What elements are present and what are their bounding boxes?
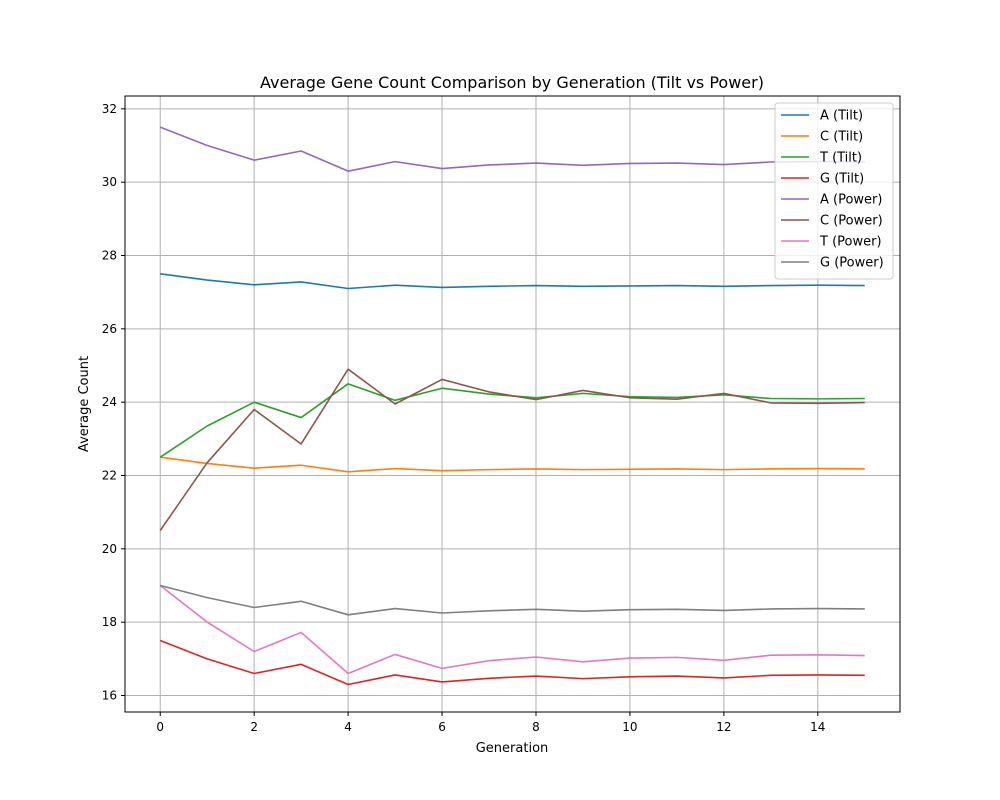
series-lines (159, 126, 865, 686)
chart-title: Average Gene Count Comparison by Generat… (260, 73, 764, 92)
y-tick-label: 24 (102, 395, 117, 409)
legend-label: A (Tilt) (820, 109, 863, 124)
x-tick-label: 6 (438, 720, 446, 734)
y-tick-label: 18 (102, 615, 117, 629)
series-line-c-power (159, 368, 865, 531)
x-tick-label: 10 (622, 720, 637, 734)
y-tick-label: 30 (102, 175, 117, 189)
legend-box (774, 102, 894, 280)
y-tick-label: 26 (102, 322, 117, 336)
x-tick-label: 0 (156, 720, 164, 734)
series-line-g-tilt (159, 639, 865, 686)
y-axis-label: Average Count (77, 356, 92, 452)
legend-label: T (Tilt) (819, 151, 862, 166)
y-tick-label: 22 (102, 469, 117, 483)
series-line-c-tilt (160, 456, 865, 473)
legend: A (Tilt) C (Tilt) T (Tilt) G (Tilt) A (Power… (774, 102, 894, 280)
legend-label: T (Power) (819, 235, 882, 250)
plot-area-frame (124, 95, 901, 713)
x-tick-label: 4 (344, 720, 352, 734)
x-tick-label: 12 (716, 720, 731, 734)
series-line-a-power (159, 126, 865, 172)
series-line-t-power (159, 584, 865, 675)
x-tick-label: 8 (532, 720, 540, 734)
x-tick-label: 2 (250, 720, 258, 734)
y-tick-label: 32 (102, 102, 117, 116)
series-line-g-power (160, 584, 865, 616)
legend-label: G (Tilt) (820, 172, 864, 187)
y-tick-label: 16 (102, 689, 117, 703)
legend-label: A (Power) (820, 193, 882, 208)
legend-label: C (Tilt) (820, 130, 863, 145)
legend-label: C (Power) (820, 214, 883, 229)
legend-label: G (Power) (820, 256, 884, 271)
series-line-a-tilt (160, 273, 865, 290)
y-tick-label: 20 (102, 542, 117, 556)
y-tick-label: 28 (102, 249, 117, 263)
x-tick-label: 14 (810, 720, 825, 734)
x-axis-label: Generation (476, 741, 549, 756)
